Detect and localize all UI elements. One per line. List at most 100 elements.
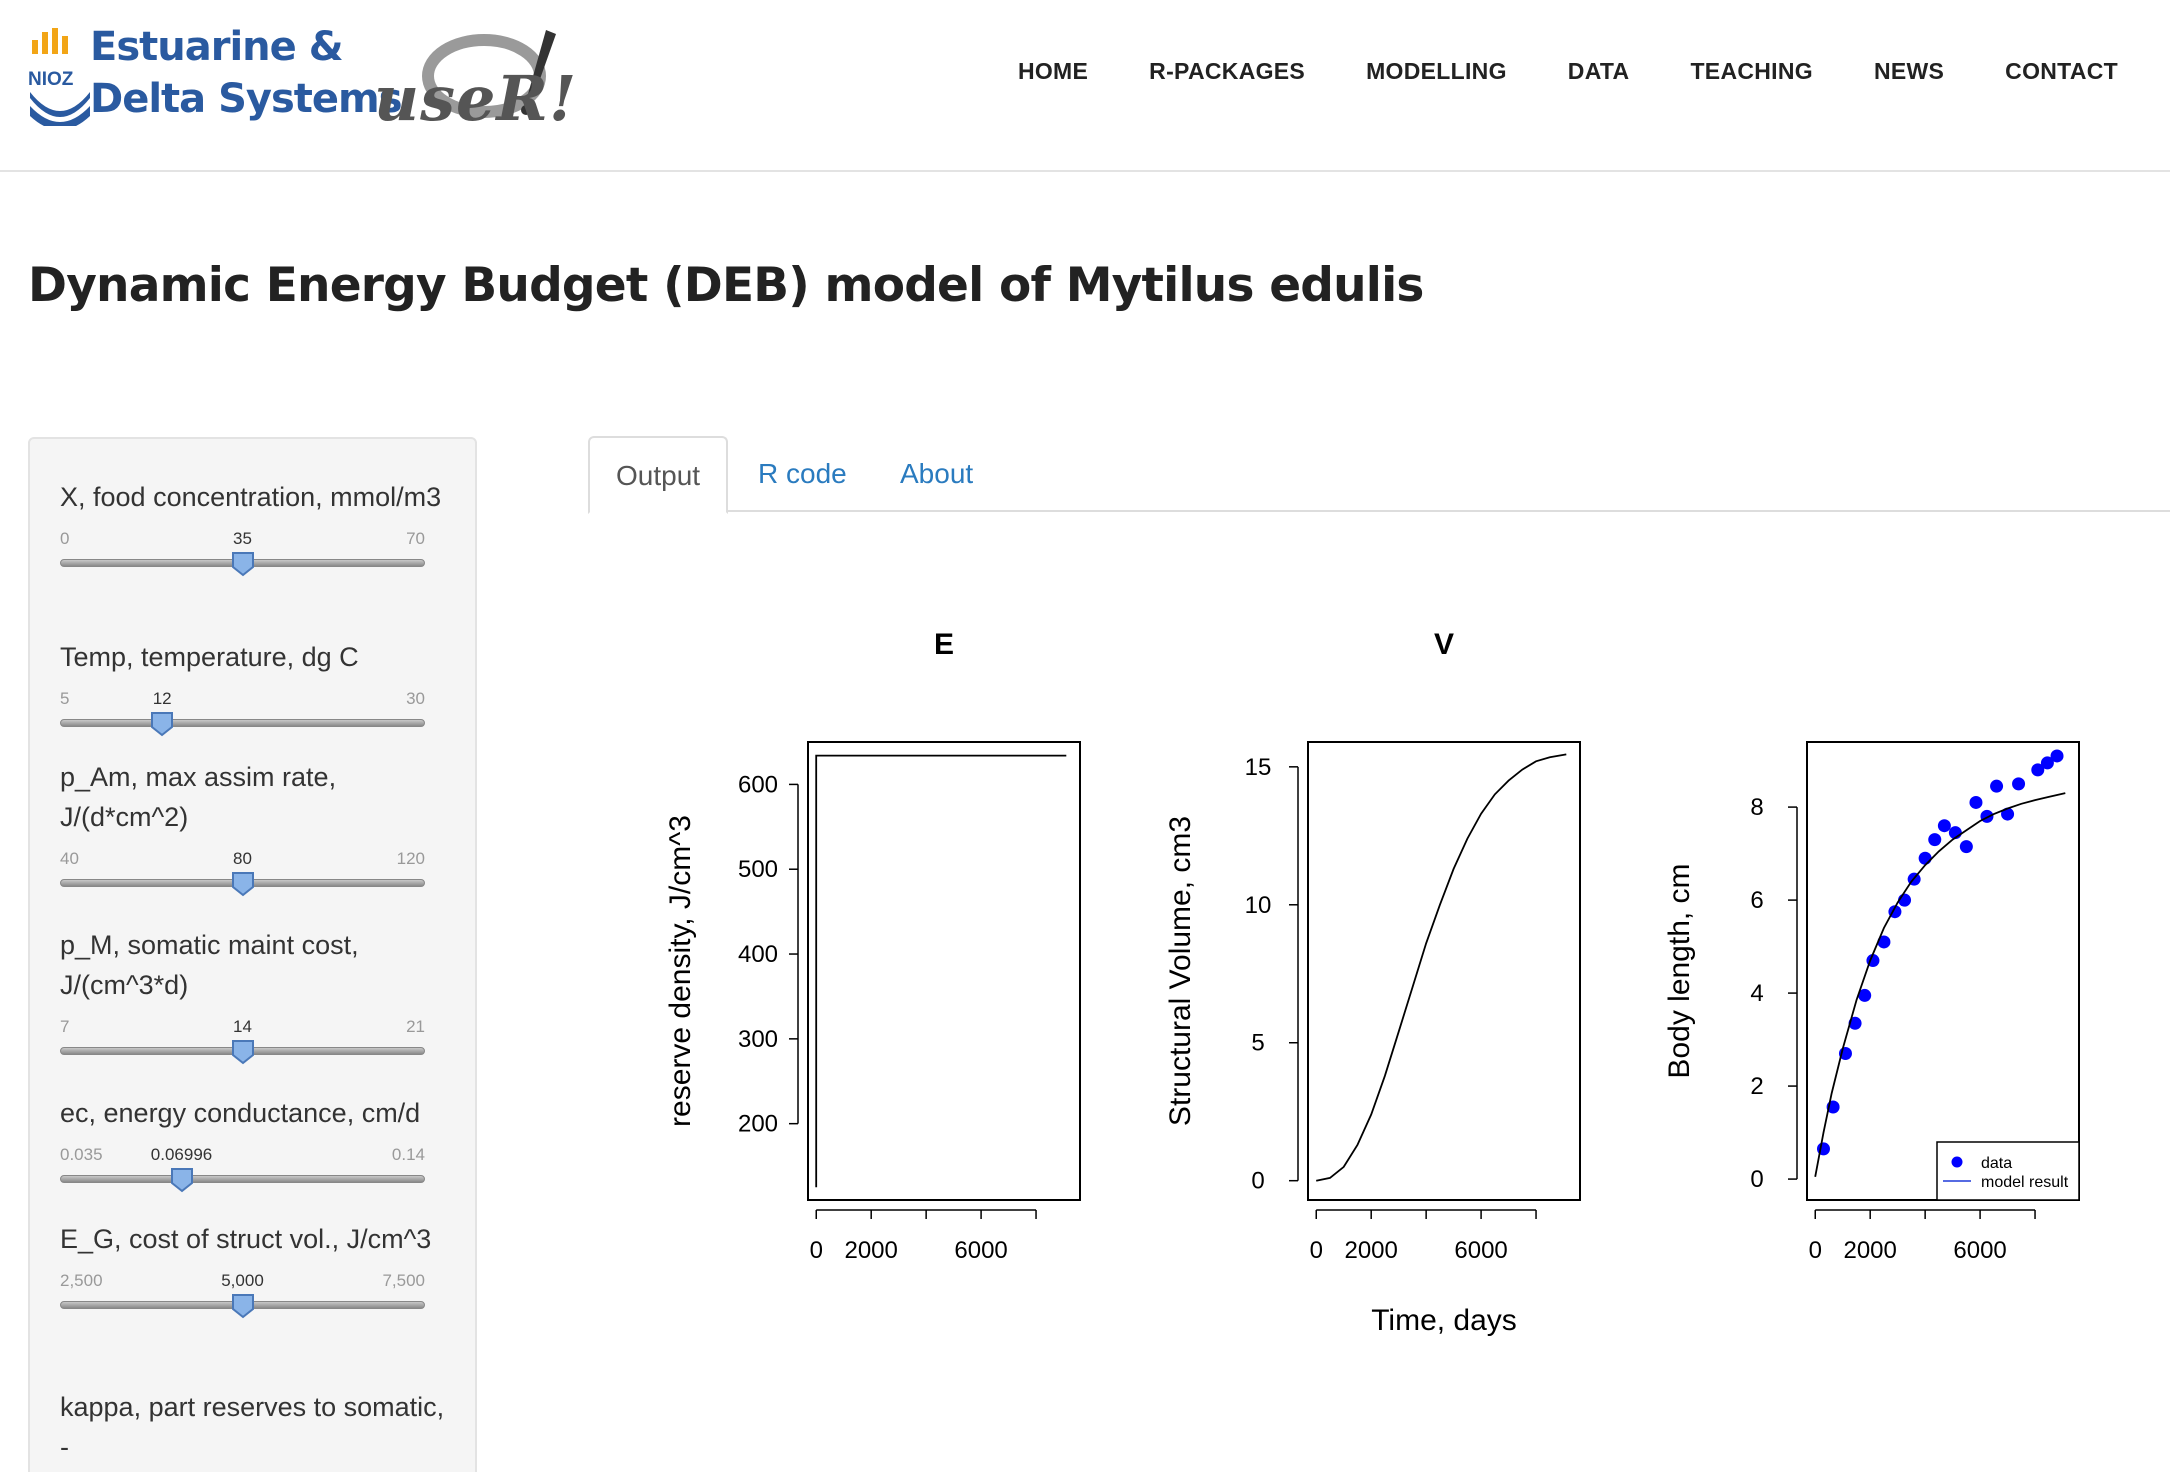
nav-contact[interactable]: CONTACT: [2005, 58, 2118, 84]
y-tick-label: 5: [1251, 1030, 1264, 1057]
nav-r-packages[interactable]: R-PACKAGES: [1149, 58, 1306, 84]
slider-value: 12: [152, 689, 172, 708]
slider-max: 70: [406, 529, 425, 548]
x-tick-label: 6000: [1953, 1237, 2006, 1264]
output-tabs: Output R code About: [588, 436, 2170, 514]
logo-text-line2: Delta Systems: [90, 76, 403, 122]
data-point: [2050, 749, 2064, 763]
x-tick-label: 6000: [1454, 1237, 1507, 1264]
y-tick-label: 2: [1750, 1073, 1763, 1100]
param-energy-conductance: ec, energy conductance, cm/d 0.035 0.069…: [60, 1093, 460, 1201]
slider-handle[interactable]: [170, 1167, 194, 1193]
tab-about[interactable]: About: [900, 458, 974, 489]
plot-frame: [1806, 741, 2080, 1201]
slider-handle[interactable]: [231, 1293, 255, 1319]
data-point: [1959, 840, 1973, 854]
food-concentration-slider[interactable]: 0 35 70: [60, 529, 425, 585]
slider-handle[interactable]: [150, 711, 174, 737]
x-tick-label: 0: [810, 1237, 823, 1264]
data-point: [2031, 763, 2045, 777]
nav-data[interactable]: DATA: [1567, 58, 1630, 84]
plot-frame: [1307, 741, 1581, 1201]
legend-label: model result: [1981, 1174, 2069, 1191]
user-conference-logo[interactable]: useR!: [372, 18, 582, 135]
slider-max: 7,500: [382, 1271, 425, 1290]
nav-teaching[interactable]: TEACHING: [1690, 58, 1813, 84]
param-label: Temp, temperature, dg C: [60, 642, 359, 672]
slider-max: 21: [406, 1017, 425, 1036]
x-tick-label: 0: [1809, 1237, 1822, 1264]
series-line: [1316, 753, 1567, 1182]
data-point: [1990, 779, 2004, 793]
data-point: [1980, 809, 1994, 823]
y-tick-label: 10: [1245, 892, 1272, 919]
r-ring-icon: [422, 30, 556, 118]
slider-max: 120: [396, 849, 425, 868]
max-assim-rate-slider[interactable]: 40 80 120: [60, 849, 425, 905]
data-point: [2040, 756, 2054, 770]
data-point: [1918, 851, 1932, 865]
slider-value: 5,000: [221, 1271, 264, 1290]
y-tick-label: 500: [738, 856, 778, 883]
y-tick-label: 600: [738, 771, 778, 798]
param-temperature: Temp, temperature, dg C 5 12 30: [60, 637, 460, 745]
slider-min: 40: [60, 849, 79, 868]
x-tick-label: 2000: [1344, 1237, 1397, 1264]
y-tick-label: 300: [738, 1026, 778, 1053]
slider-handle[interactable]: [231, 551, 255, 577]
site-header: NIOZ Estuarine & Delta Systems useR! HOM…: [0, 0, 2170, 172]
slider-value: 14: [233, 1017, 252, 1036]
param-label: E_G, cost of struct vol., J/cm^3: [60, 1224, 432, 1254]
nav-news[interactable]: NEWS: [1873, 58, 1945, 84]
slider-min: 0: [60, 529, 70, 548]
nav-home[interactable]: HOME: [1017, 58, 1089, 84]
cost-struct-vol-slider[interactable]: 2,500 5,000 7,500: [60, 1271, 425, 1327]
slider-value: 80: [233, 849, 252, 868]
slider-track[interactable]: [60, 1175, 425, 1183]
data-point: [1928, 833, 1942, 847]
x-tick-label: 2000: [844, 1237, 897, 1264]
temperature-slider[interactable]: 5 12 30: [60, 689, 425, 745]
energy-conductance-slider[interactable]: 0.035 0.06996 0.14: [60, 1145, 425, 1201]
data-point: [1969, 795, 1983, 809]
param-label: p_Am, max assim rate, J/(d*cm^2): [60, 762, 337, 832]
y-tick-label: 6: [1750, 887, 1763, 914]
nioz-logo[interactable]: NIOZ Estuarine & Delta Systems: [28, 20, 403, 130]
tab-output[interactable]: Output: [588, 436, 729, 514]
slider-handle[interactable]: [231, 871, 255, 897]
somatic-maint-cost-slider[interactable]: 7 14 21: [60, 1017, 425, 1073]
svg-text:NIOZ: NIOZ: [28, 69, 74, 90]
logo-text-line1: Estuarine &: [90, 24, 344, 70]
param-food-concentration: X, food concentration, mmol/m3 0 35 70: [60, 477, 460, 585]
y-tick-label: 200: [738, 1111, 778, 1138]
param-label: kappa, part reserves to somatic, -: [60, 1392, 445, 1462]
param-label: X, food concentration, mmol/m3: [60, 482, 442, 512]
y-axis-label: Structural Volume, cm3: [1164, 816, 1197, 1126]
y-tick-label: 400: [738, 941, 778, 968]
page-title: Dynamic Energy Budget (DEB) model of Myt…: [28, 258, 1424, 313]
parameter-sidebar: X, food concentration, mmol/m3 0 35 70 T…: [28, 437, 477, 1472]
plot-frame: [807, 741, 1081, 1201]
data-point: [1877, 935, 1891, 949]
slider-value: 0.06996: [150, 1145, 213, 1164]
slider-min: 5: [60, 689, 70, 708]
series-line: [1814, 792, 2066, 1177]
plot-title: V: [1434, 628, 1454, 661]
y-tick-label: 15: [1245, 754, 1272, 781]
data-point: [1937, 819, 1951, 833]
data-point: [1858, 988, 1872, 1002]
slider-handle[interactable]: [231, 1039, 255, 1065]
param-cost-struct-vol: E_G, cost of struct vol., J/cm^3 2,500 5…: [60, 1219, 460, 1327]
user-logo-word: useR!: [374, 62, 578, 135]
x-tick-label: 2000: [1843, 1237, 1896, 1264]
slider-track[interactable]: [60, 719, 425, 727]
slider-max: 0.14: [391, 1145, 425, 1164]
y-tick-label: 0: [1750, 1166, 1763, 1193]
nav-modelling[interactable]: MODELLING: [1366, 58, 1507, 84]
slider-min: 2,500: [60, 1271, 103, 1290]
slider-min: 0.035: [60, 1145, 103, 1164]
nioz-mark-text: NIOZ: [28, 69, 74, 90]
tab-r-code[interactable]: R code: [758, 458, 847, 489]
param-label: p_M, somatic maint cost, J/(cm^3*d): [60, 930, 359, 1000]
